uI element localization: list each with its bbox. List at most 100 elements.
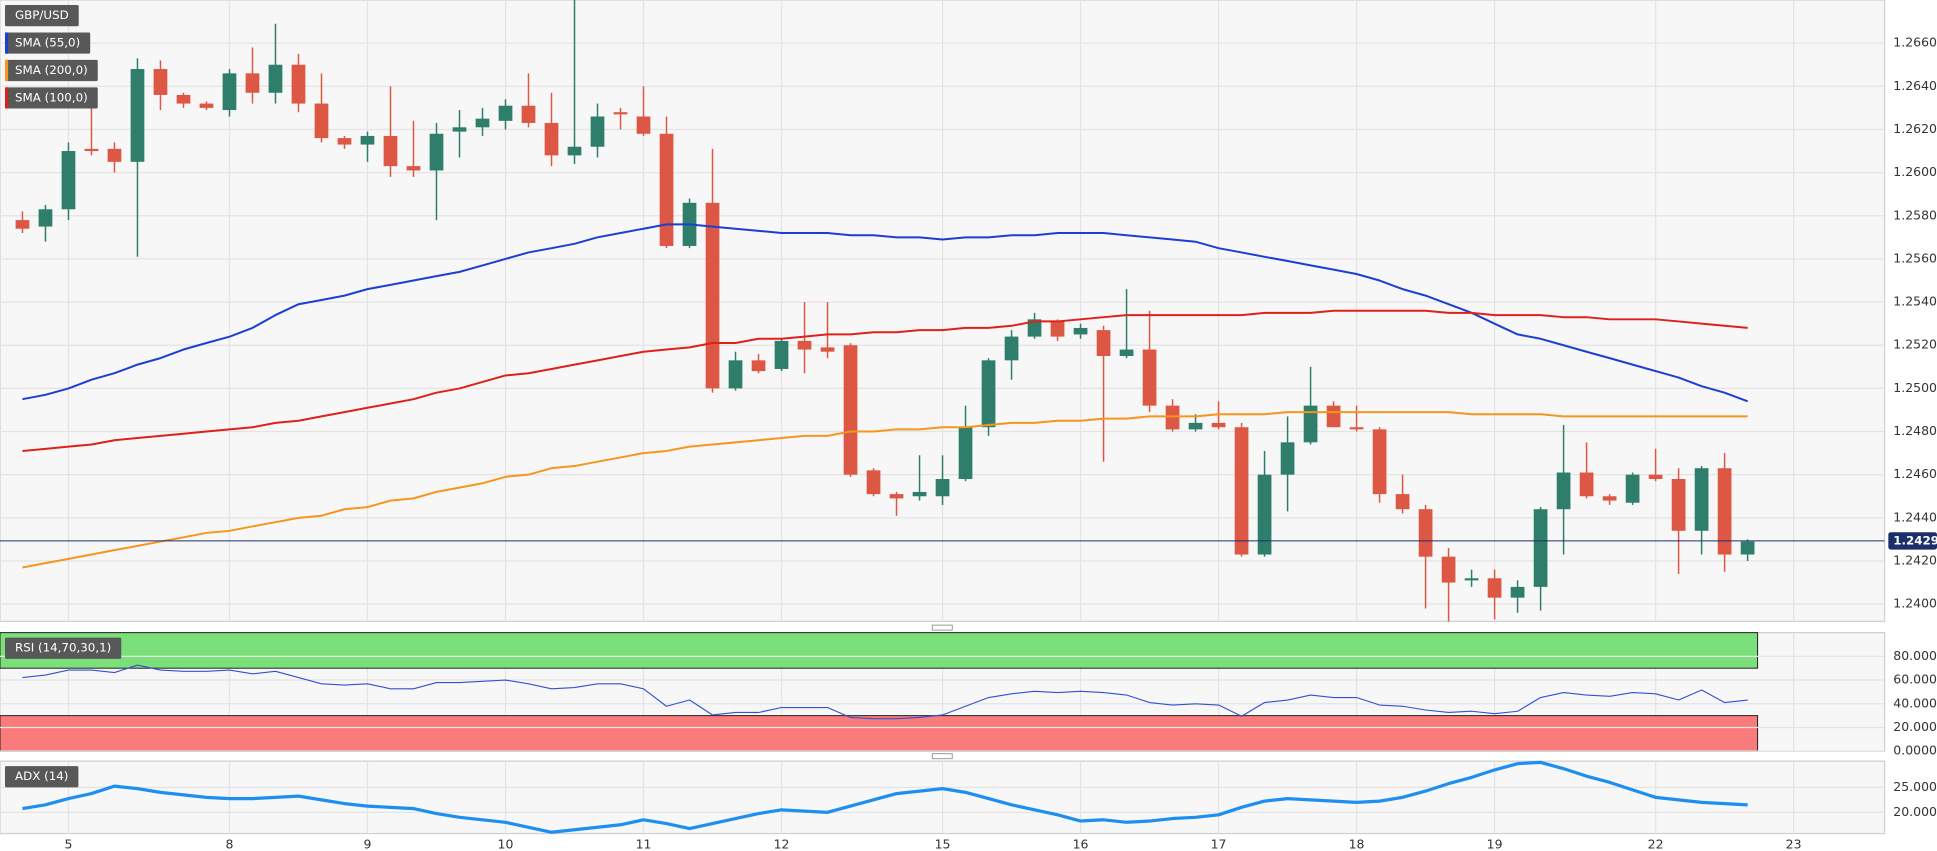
candle-body — [130, 69, 145, 162]
legend-item[interactable]: ADX (14) — [4, 766, 79, 788]
y-tick-label: 1.2560 — [1893, 250, 1937, 265]
y-tick-label: 1.2400 — [1893, 596, 1937, 611]
legend-box — [4, 59, 98, 82]
legend-box — [4, 32, 91, 54]
y-tick-label: 80.0000 — [1893, 648, 1937, 663]
candle-body — [84, 148, 99, 152]
y-tick-label: 1.2640 — [1893, 78, 1937, 93]
legend-label: SMA (200,0) — [15, 63, 88, 77]
x-tick-label: 12 — [774, 836, 790, 851]
x-tick-label: 9 — [364, 836, 372, 851]
legend-label: RSI (14,70,30,1) — [15, 641, 111, 655]
x-tick-label: 23 — [1786, 836, 1802, 851]
y-tick-label: 1.2600 — [1893, 164, 1937, 179]
candle-body — [751, 360, 766, 372]
candle-body — [613, 112, 628, 115]
candle-body — [61, 151, 76, 210]
candle-body — [383, 135, 398, 167]
candle-body — [958, 427, 973, 479]
candle-body — [1027, 319, 1042, 337]
candle-body — [705, 202, 720, 389]
candle-body — [38, 209, 53, 227]
legend-item[interactable]: SMA (200,0) — [4, 59, 98, 82]
handle[interactable] — [931, 624, 953, 631]
candle-body — [1441, 556, 1456, 583]
y-tick-label: 0.0000 — [1893, 743, 1937, 758]
legend-label: SMA (55,0) — [15, 36, 80, 50]
candle-body — [1303, 405, 1318, 443]
candle-body — [268, 64, 283, 93]
candle-body — [820, 347, 835, 352]
y-tick-label: 1.2480 — [1893, 423, 1937, 438]
candle-body — [1073, 327, 1088, 335]
candle-body — [15, 220, 30, 229]
legend-color — [4, 59, 9, 82]
candle-body — [1119, 349, 1134, 357]
legend-label: ADX (14) — [15, 769, 68, 783]
panel-handle[interactable] — [931, 624, 953, 631]
candle-body — [1671, 478, 1686, 531]
candle-body — [1004, 336, 1019, 361]
candle-body — [544, 122, 559, 156]
candle-body — [1579, 472, 1594, 497]
candle-body — [1349, 427, 1364, 430]
x-tick-label: 17 — [1211, 836, 1227, 851]
legend-color — [4, 32, 9, 54]
x-tick-label: 15 — [935, 836, 951, 851]
candle-body — [1395, 494, 1410, 510]
candle-body — [406, 166, 421, 171]
candle-body — [912, 491, 927, 497]
y-tick-label: 1.2580 — [1893, 207, 1937, 222]
candle-body — [1257, 474, 1272, 555]
legend-label: GBP/USD — [15, 8, 69, 22]
y-tick-label: 25.0000 — [1893, 779, 1937, 794]
rsi-band — [0, 715, 1759, 752]
candle-body — [153, 69, 168, 95]
candle-body — [429, 133, 444, 171]
sma-line — [22, 223, 1749, 403]
legend-item[interactable]: RSI (14,70,30,1) — [4, 637, 122, 659]
candle-body — [1418, 509, 1433, 557]
candle-body — [1694, 468, 1709, 531]
candle-body — [291, 64, 306, 104]
candle-body — [1096, 330, 1111, 357]
candle-body — [222, 73, 237, 111]
candle-body — [1211, 422, 1226, 428]
candle-body — [452, 127, 467, 132]
candle-body — [1372, 429, 1387, 495]
legend-item[interactable]: SMA (55,0) — [4, 32, 91, 54]
candle-body — [1234, 427, 1249, 555]
legend-item[interactable]: SMA (100,0) — [4, 87, 98, 109]
y-tick-label: 1.2460 — [1893, 466, 1937, 481]
candle-body — [1050, 321, 1065, 337]
rsi-band — [0, 632, 1759, 669]
y-tick-label: 20.0000 — [1893, 804, 1937, 819]
y-tick-label: 1.2440 — [1893, 509, 1937, 524]
x-tick-label: 11 — [636, 836, 652, 851]
candle-body — [567, 146, 582, 156]
candle-body — [1510, 586, 1525, 598]
x-tick-label: 19 — [1487, 836, 1503, 851]
candle-body — [1464, 578, 1479, 581]
legend-box — [4, 637, 122, 659]
candle-body — [935, 478, 950, 497]
legend-item[interactable]: GBP/USD — [4, 4, 79, 27]
x-tick-label: 10 — [498, 836, 514, 851]
candle-body — [659, 133, 674, 246]
candle-body — [1142, 349, 1157, 406]
y-tick-label: 1.2500 — [1893, 380, 1937, 395]
candle-body — [1648, 474, 1663, 479]
candle-body — [728, 360, 743, 389]
candle-body — [199, 103, 214, 108]
panel-handle[interactable] — [931, 753, 953, 760]
handle[interactable] — [931, 753, 953, 760]
candle-body — [1717, 468, 1732, 555]
candle-body — [498, 105, 513, 121]
candle-body — [475, 118, 490, 128]
candle-body — [636, 116, 651, 134]
last-price-box — [1888, 532, 1937, 550]
candle-body — [1165, 405, 1180, 430]
candle-body — [889, 494, 904, 499]
